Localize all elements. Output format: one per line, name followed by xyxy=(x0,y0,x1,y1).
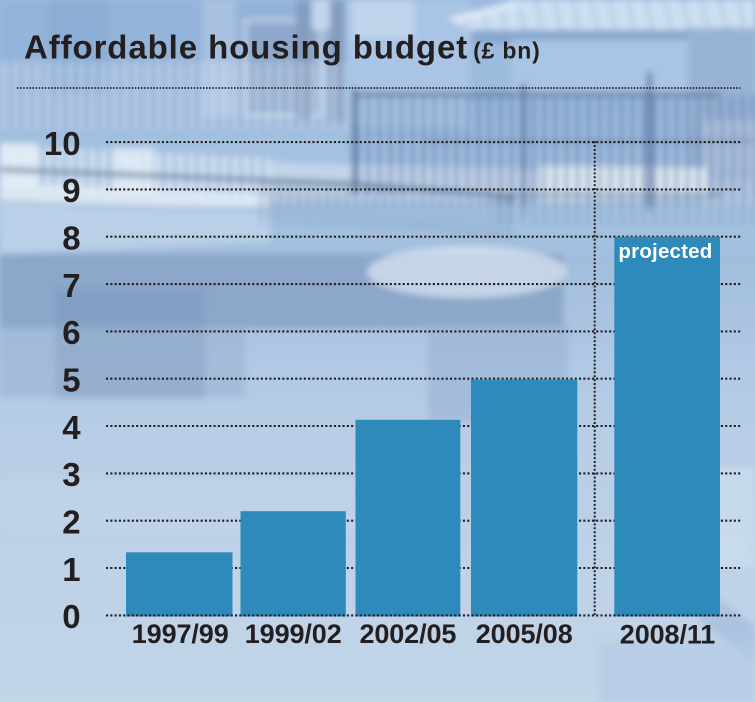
svg-text:Affordable housing budget(£ bn: Affordable housing budget (£ bn) xyxy=(24,29,541,66)
svg-text:3: 3 xyxy=(62,456,80,493)
svg-text:1999/02: 1999/02 xyxy=(245,619,342,649)
svg-text:7: 7 xyxy=(62,267,80,304)
svg-text:9: 9 xyxy=(62,172,80,209)
svg-text:5: 5 xyxy=(62,362,80,399)
svg-text:2005/08: 2005/08 xyxy=(476,619,573,649)
svg-text:2: 2 xyxy=(62,504,80,541)
svg-text:10: 10 xyxy=(44,125,81,162)
svg-text:projected: projected xyxy=(618,240,712,263)
svg-text:1: 1 xyxy=(62,551,80,588)
svg-text:8: 8 xyxy=(62,220,80,257)
svg-text:0: 0 xyxy=(62,598,80,635)
svg-text:1997/99: 1997/99 xyxy=(132,619,229,649)
svg-text:2002/05: 2002/05 xyxy=(359,619,456,649)
svg-text:2008/11: 2008/11 xyxy=(620,619,715,649)
svg-text:4: 4 xyxy=(62,409,81,446)
svg-text:6: 6 xyxy=(62,314,80,351)
